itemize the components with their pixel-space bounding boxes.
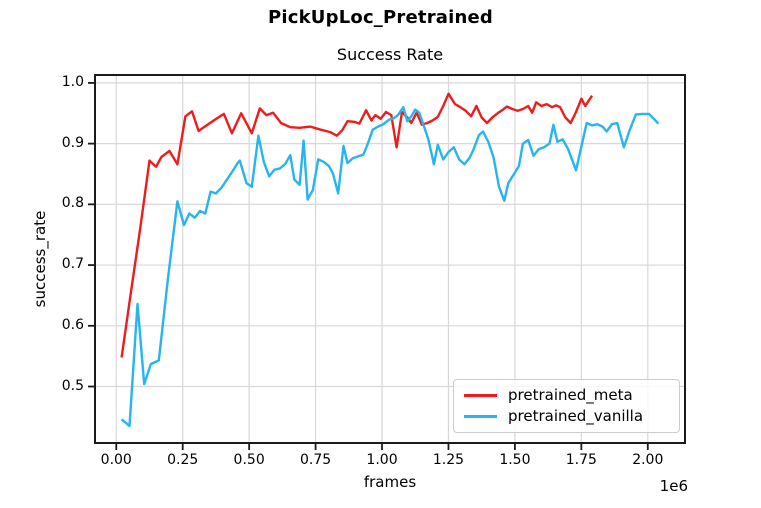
x-tick-label: 1.00 <box>366 452 398 468</box>
y-tick-label: 0.7 <box>61 256 84 273</box>
x-axis-label: frames <box>363 473 417 491</box>
x-tick-label: 1.25 <box>432 452 465 468</box>
legend-entry: pretrained_meta <box>464 387 669 404</box>
x-tick-label: 2.00 <box>632 452 664 468</box>
x-tick-label: 0.25 <box>167 452 199 468</box>
y-tick-label: 0.5 <box>61 377 84 394</box>
x-tick-label: 0.00 <box>100 452 132 468</box>
legend-line-sample-pretrained-vanilla <box>464 415 497 418</box>
y-tick-label: 0.9 <box>61 134 84 151</box>
x-tick-label: 0.50 <box>233 452 265 468</box>
legend-line-sample-pretrained-meta <box>464 394 497 397</box>
y-tick-label: 1.0 <box>61 73 84 90</box>
legend: pretrained_meta pretrained_vanilla <box>453 379 680 433</box>
y-tick-label: 0.8 <box>61 195 84 212</box>
x-tick-label: 1.50 <box>499 452 531 468</box>
legend-label: pretrained_meta <box>508 386 633 405</box>
series-line-pretrained_meta <box>120 92 594 358</box>
axes-title: Success Rate <box>336 45 444 64</box>
series-line-pretrained_vanilla <box>120 105 660 428</box>
legend-label: pretrained_vanilla <box>508 407 644 426</box>
x-axis-offset-label: 1e6 <box>659 477 688 495</box>
x-tick-label: 1.75 <box>565 452 597 468</box>
y-tick-label: 0.6 <box>61 316 84 333</box>
x-tick-label: 0.75 <box>299 452 332 468</box>
figure-title: PickUpLoc_Pretrained <box>268 7 493 28</box>
legend-entry: pretrained_vanilla <box>464 408 669 425</box>
plot-spines <box>94 74 686 444</box>
